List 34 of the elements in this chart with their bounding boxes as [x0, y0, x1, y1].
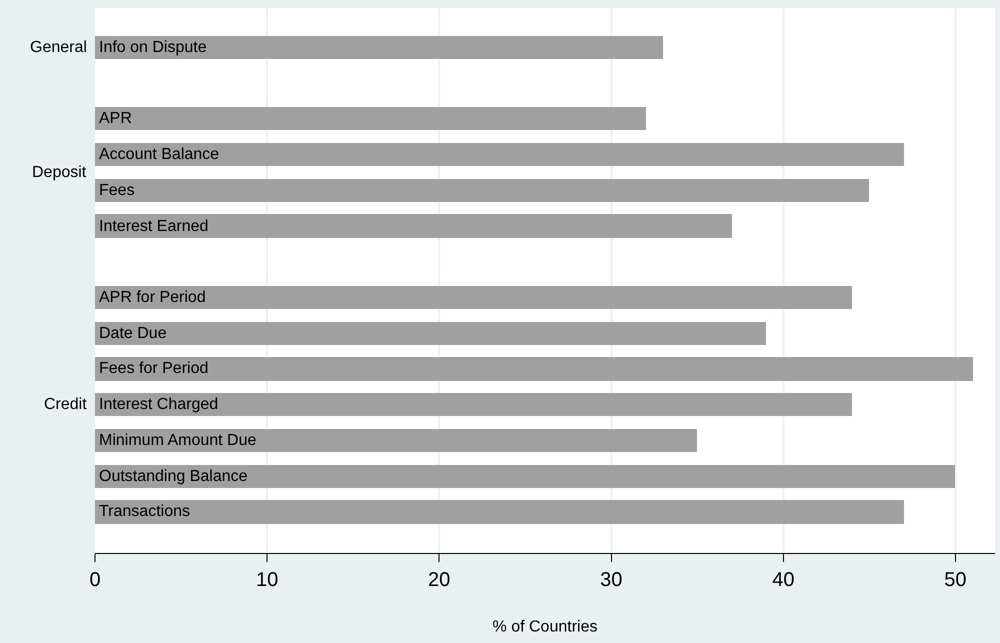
y-tick-label: APR: [99, 110, 132, 127]
x-tick-label: 30: [600, 569, 622, 591]
x-tick-label: 50: [944, 569, 967, 591]
bar: [95, 357, 973, 381]
y-tick-label: Transactions: [99, 503, 190, 520]
text: General: [30, 39, 87, 56]
bar: [95, 322, 766, 345]
y-tick-label: APR for Period: [99, 289, 206, 306]
bar: [95, 286, 852, 309]
x-tick-label: 20: [428, 569, 450, 591]
y-tick-label: Interest Earned: [99, 218, 208, 235]
x-tick-label: 0: [89, 569, 101, 591]
y-tick-label: Fees for Period: [99, 360, 208, 377]
bar: [95, 179, 869, 202]
y-tick-label: Interest Charged: [99, 396, 218, 413]
y-tick-label: Info on Dispute: [99, 39, 207, 56]
y-tick-label: Account Balance: [99, 146, 220, 163]
text: Deposit: [32, 164, 87, 181]
text: Credit: [44, 396, 88, 413]
y-tick-label: Outstanding Balance: [99, 468, 248, 485]
bar: [95, 107, 646, 130]
y-tick-label: Date Due: [99, 325, 167, 342]
bar: [95, 393, 852, 416]
x-tick-label: 10: [256, 569, 278, 591]
y-tick-label: Fees: [99, 182, 135, 199]
bar: [95, 143, 904, 166]
bar: [95, 465, 955, 488]
x-axis-title: % of Countries: [492, 618, 598, 636]
bar: [95, 36, 663, 59]
bar: [95, 500, 904, 524]
bar: [95, 429, 697, 452]
bar: [95, 214, 732, 238]
y-tick-label: Minimum Amount Due: [99, 432, 256, 449]
x-tick-label: 40: [772, 569, 794, 591]
